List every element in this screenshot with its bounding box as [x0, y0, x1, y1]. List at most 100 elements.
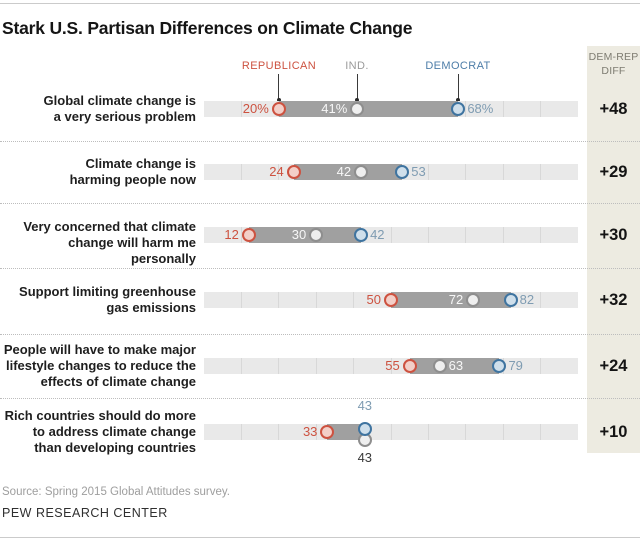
- democrat-dot: [357, 422, 372, 436]
- independent-value: 63: [448, 358, 464, 373]
- independent-value: 30: [291, 227, 307, 242]
- tick-mark: [278, 358, 280, 374]
- tick-mark: [540, 424, 542, 440]
- tick-mark: [502, 227, 504, 243]
- independent-dot: [350, 102, 365, 116]
- tick-mark: [240, 358, 242, 374]
- republican-dot: [402, 359, 417, 373]
- gap-bar: [391, 292, 511, 308]
- tick-mark: [390, 227, 392, 243]
- row-label-line: a very serious problem: [53, 109, 196, 124]
- tick-mark: [427, 227, 429, 243]
- independent-dot: [466, 293, 481, 307]
- tick-mark: [465, 227, 467, 243]
- bottom-rule: [0, 537, 640, 538]
- legend-leader-dot: [456, 98, 461, 102]
- row-label-line: change will harm me personally: [68, 235, 196, 266]
- independent-value: 43: [357, 450, 373, 465]
- democrat-value: 42: [370, 227, 385, 242]
- democrat-value: 53: [411, 164, 426, 179]
- chart-title: Stark U.S. Partisan Differences on Clima…: [2, 18, 413, 38]
- row-label: Very concerned that climate change will h…: [0, 219, 196, 267]
- diff-value: +10: [599, 423, 628, 441]
- row-label-line: to address climate change: [32, 424, 196, 439]
- tick-mark: [353, 292, 355, 308]
- row-label: Rich countries should do more to address …: [0, 408, 196, 456]
- scale-track: [204, 227, 578, 243]
- tick-mark: [540, 358, 542, 374]
- gap-bar: [327, 424, 365, 440]
- tick-mark: [240, 101, 242, 117]
- independent-dot: [309, 228, 324, 242]
- tick-mark: [427, 164, 429, 180]
- tick-mark: [502, 164, 504, 180]
- row-label-line: effects of climate change: [40, 374, 196, 389]
- gap-bar: [278, 101, 459, 117]
- independent-dot: [432, 359, 447, 373]
- republican-value: 20%: [242, 101, 269, 116]
- row-label-line: Support limiting greenhouse: [19, 284, 196, 299]
- legend-leader-dot: [276, 98, 281, 102]
- legend-democrat: DEMOCRAT: [425, 60, 491, 72]
- row-separator: [0, 141, 640, 142]
- tick-mark: [240, 424, 242, 440]
- tick-mark: [502, 424, 504, 440]
- republican-value: 12: [224, 227, 239, 242]
- republican-dot: [384, 293, 398, 307]
- tick-mark: [540, 292, 542, 308]
- row-separator: [0, 268, 640, 269]
- tick-mark: [278, 164, 280, 180]
- gap-bar: [409, 358, 500, 374]
- democrat-value: 68%: [467, 101, 494, 116]
- democrat-dot: [451, 102, 466, 116]
- independent-dot: [354, 165, 369, 179]
- gap-bar: [293, 164, 403, 180]
- row-label: People will have to make major lifestyle …: [0, 342, 196, 390]
- row-label-line: Very concerned that climate: [23, 219, 196, 234]
- tick-mark: [353, 358, 355, 374]
- democrat-value: 79: [508, 358, 523, 373]
- top-rule: [0, 3, 640, 4]
- diff-value: +32: [599, 291, 628, 309]
- republican-value: 50: [366, 292, 381, 307]
- row-label-line: harming people now: [69, 172, 196, 187]
- source-note: Source: Spring 2015 Global Attitudes sur…: [2, 486, 231, 498]
- democrat-dot: [395, 165, 410, 179]
- democrat-value: 43: [357, 398, 373, 413]
- diff-panel: [587, 46, 640, 453]
- legend-leader-line: [278, 74, 280, 100]
- independent-value: 41%: [321, 101, 348, 116]
- tick-mark: [315, 358, 317, 374]
- independent-value: 42: [336, 164, 352, 179]
- tick-mark: [502, 101, 504, 117]
- democrat-dot: [354, 228, 369, 242]
- diff-value: +48: [599, 100, 628, 118]
- scale-track: [204, 358, 578, 374]
- gap-bar: [248, 227, 362, 243]
- republican-dot: [286, 165, 301, 179]
- legend-republican: REPUBLICAN: [241, 60, 317, 72]
- diff-value: +29: [599, 163, 628, 181]
- tick-mark: [278, 424, 280, 440]
- tick-mark: [427, 424, 429, 440]
- row-label-line: lifestyle changes to reduce the: [5, 358, 196, 373]
- row-label: Climate change is harming people now: [0, 156, 196, 188]
- diff-header-line2: DIFF: [601, 65, 626, 77]
- legend-leader-line: [356, 74, 358, 100]
- tick-mark: [390, 358, 392, 374]
- row-label-line: Global climate change is: [43, 93, 196, 108]
- republican-dot: [271, 102, 286, 116]
- democrat-value: 82: [519, 292, 535, 307]
- row-label-line: Climate change is: [85, 156, 196, 171]
- row-separator: [0, 334, 640, 335]
- row-label-line: Rich countries should do more: [4, 408, 196, 423]
- republican-value: 24: [269, 164, 284, 179]
- tick-mark: [390, 424, 392, 440]
- row-label: Support limiting greenhouse gas emissions: [0, 284, 196, 316]
- tick-mark: [540, 227, 542, 243]
- diff-header-line1: DEM-REP: [588, 51, 639, 63]
- democrat-dot: [503, 293, 518, 307]
- democrat-dot: [492, 359, 507, 373]
- tick-mark: [278, 292, 280, 308]
- tick-mark: [540, 101, 542, 117]
